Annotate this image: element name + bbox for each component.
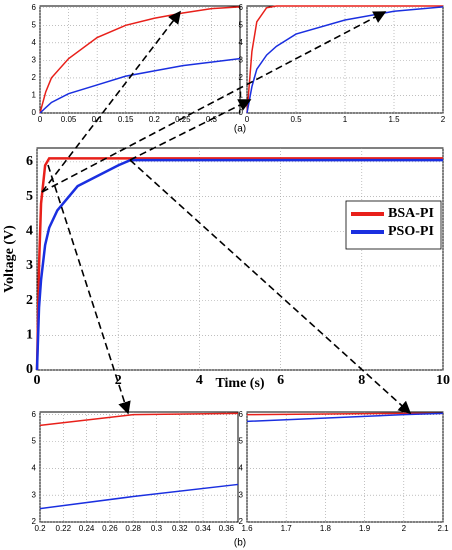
y-tick-label: 5 <box>32 20 37 29</box>
x-tick-label: 0.05 <box>61 115 77 124</box>
x-tick-label: 10 <box>436 373 450 388</box>
y-tick-label: 4 <box>32 38 37 47</box>
y-tick-label: 6 <box>32 410 37 419</box>
legend: BSA-PI PSO-PI <box>345 200 442 250</box>
y-tick-label: 5 <box>32 437 37 446</box>
y-tick-label: 2 <box>239 517 244 526</box>
y-tick-label: 2 <box>32 517 37 526</box>
x-tick-label: 1.5 <box>388 115 400 124</box>
caption: (b) <box>234 538 246 549</box>
x-tick-label: 0.15 <box>118 115 134 124</box>
series-line <box>39 483 239 510</box>
x-tick-label: 1.7 <box>281 524 293 533</box>
x-tick-label: 0.34 <box>195 524 211 533</box>
y-tick-label: 2 <box>32 73 37 82</box>
y-axis-label: Voltage (V) <box>2 225 17 293</box>
x-tick-label: 0.2 <box>149 115 161 124</box>
y-tick-label: 6 <box>239 410 244 419</box>
chart: 1.6 1.7 1.8 1.9 2 2.1 2 3 4 5 6 <box>239 410 450 533</box>
zoom-arrows <box>41 10 412 415</box>
y-tick-label: 0 <box>32 108 37 117</box>
x-tick-label: 2 <box>441 115 446 124</box>
series-line <box>35 157 443 371</box>
y-tick-label: 4 <box>239 463 244 472</box>
chart: 0 0.5 1 1.5 2 0 1 2 3 4 5 6 <box>239 3 446 124</box>
arrow <box>41 10 181 193</box>
x-tick-label: 1.8 <box>320 524 332 533</box>
y-tick-label: 3 <box>239 55 244 64</box>
x-tick-label: 2.1 <box>437 524 449 533</box>
x-tick-label: 1 <box>343 115 348 124</box>
y-tick-label: 0 <box>26 362 33 377</box>
legend-label: BSA-PI <box>388 206 434 221</box>
y-tick-label: 2 <box>239 73 244 82</box>
y-tick-label: 3 <box>239 490 244 499</box>
plot-area <box>246 411 444 523</box>
y-tick-label: 3 <box>32 490 37 499</box>
x-tick-label: 0.25 <box>175 115 191 124</box>
arrow <box>129 99 252 161</box>
y-tick-label: 1 <box>239 91 244 100</box>
x-tick-label: 4 <box>196 373 203 388</box>
x-tick-label: 0 <box>245 115 250 124</box>
y-tick-label: 4 <box>32 463 37 472</box>
x-tick-label: 0.26 <box>102 524 118 533</box>
x-tick-label: 1.6 <box>241 524 253 533</box>
series-line <box>39 6 241 114</box>
x-tick-label: 0.3 <box>151 524 163 533</box>
x-tick-label: 0 <box>38 115 43 124</box>
plot-area <box>39 411 239 523</box>
y-tick-label: 3 <box>32 55 37 64</box>
chart: 0.2 0.22 0.24 0.26 0.28 0.3 0.32 0.34 0.36 2 3 4 5 6 <box>32 410 239 533</box>
y-tick-label: 5 <box>239 437 244 446</box>
series-line <box>246 412 444 423</box>
y-tick-label: 2 <box>26 293 33 308</box>
x-tick-label: 8 <box>358 373 365 388</box>
y-tick-label: 6 <box>32 3 37 12</box>
series-line <box>35 158 443 371</box>
x-tick-label: 0 <box>34 373 41 388</box>
x-tick-label: 0.5 <box>290 115 302 124</box>
plot-area <box>246 5 444 114</box>
x-tick-label: 0.2 <box>34 524 46 533</box>
series-line <box>246 5 443 114</box>
series-line <box>39 412 239 427</box>
y-tick-label: 5 <box>239 20 244 29</box>
x-tick-label: 0.22 <box>56 524 72 533</box>
y-tick-label: 4 <box>26 223 33 238</box>
x-tick-label: 2 <box>402 524 407 533</box>
y-tick-label: 1 <box>32 91 37 100</box>
arrow <box>129 159 412 415</box>
y-tick-label: 5 <box>26 189 33 204</box>
x-tick-label: 0.36 <box>219 524 235 533</box>
y-tick-label: 4 <box>239 38 244 47</box>
y-tick-label: 0 <box>239 108 244 117</box>
legend-box <box>345 200 442 250</box>
arrow <box>41 11 387 193</box>
x-tick-label: 0.24 <box>79 524 95 533</box>
y-tick-label: 1 <box>26 328 33 343</box>
y-tick-label: 6 <box>26 154 33 169</box>
legend-label: PSO-PI <box>388 224 434 239</box>
x-tick-label: 6 <box>277 373 284 388</box>
caption: (a) <box>234 124 246 135</box>
y-tick-label: 3 <box>26 258 33 273</box>
y-tick-label: 6 <box>239 3 244 12</box>
x-axis-label: Time (s) <box>215 376 264 391</box>
series-line <box>39 57 241 114</box>
x-tick-label: 0.32 <box>172 524 188 533</box>
x-tick-label: 1.9 <box>359 524 371 533</box>
x-tick-label: 0.28 <box>125 524 141 533</box>
